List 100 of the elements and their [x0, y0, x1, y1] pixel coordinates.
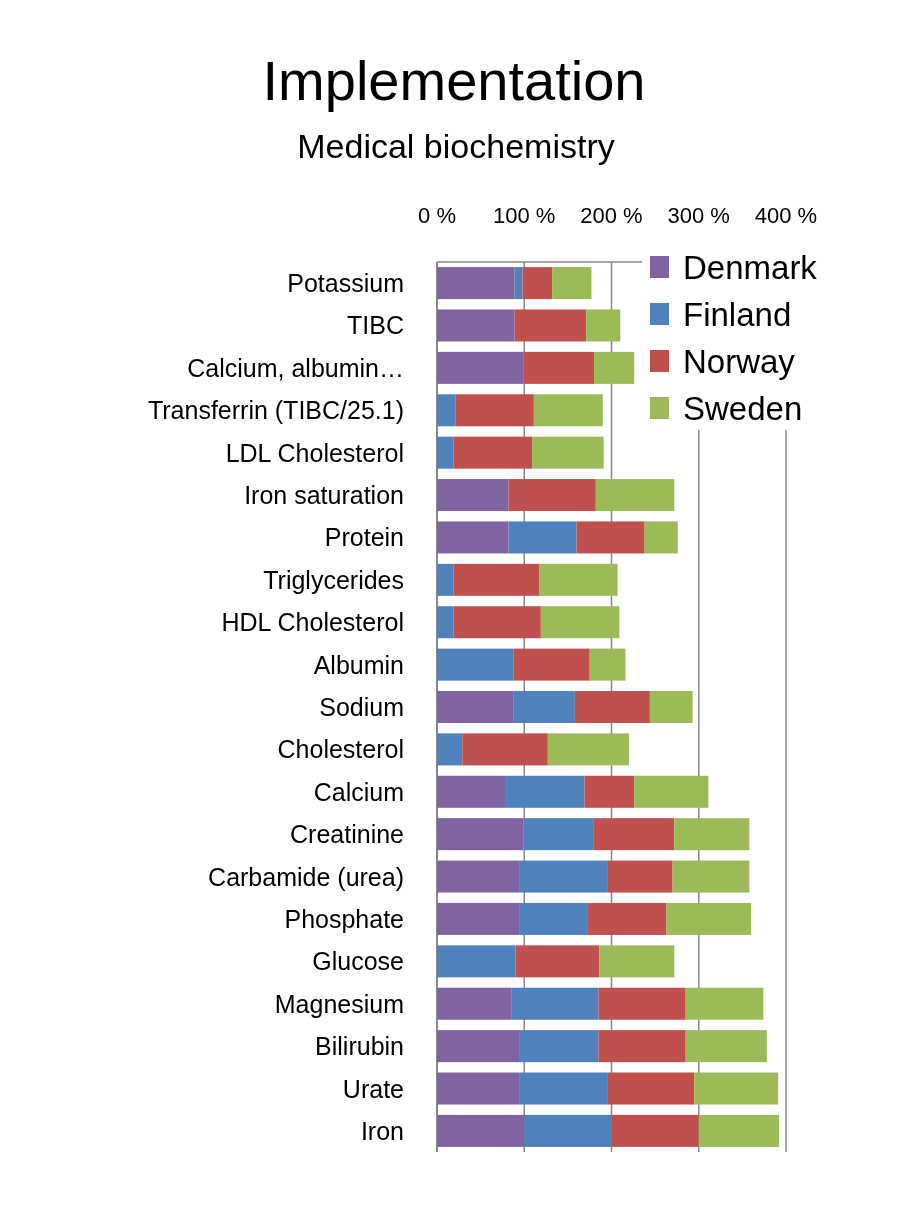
y-tick-label: Creatinine [290, 820, 404, 849]
bar [519, 1030, 599, 1063]
bar [523, 818, 594, 851]
bar [598, 987, 686, 1020]
y-tick-label: Magnesium [274, 989, 404, 1018]
bar [674, 818, 750, 851]
y-tick-label: Cholesterol [277, 735, 404, 764]
bar [666, 902, 752, 935]
bar [587, 902, 667, 935]
y-tick-label: HDL Cholesterol [221, 608, 404, 637]
bar [508, 521, 577, 554]
y-tick-label: Carbamide (urea) [208, 862, 404, 891]
bar [513, 691, 575, 723]
y-tick-label: Transferrin (TIBC/25.1) [147, 396, 404, 425]
bar [532, 436, 604, 469]
bar [453, 563, 540, 596]
bar [453, 606, 541, 639]
bar [584, 775, 635, 808]
bar [611, 1114, 699, 1147]
bar [437, 351, 524, 384]
bar [437, 945, 516, 978]
legend-label: Norway [683, 342, 796, 380]
bar [607, 860, 673, 893]
bar [437, 436, 454, 469]
chart-title: Implementation [262, 49, 646, 112]
x-tick-label: 100 % [493, 203, 556, 228]
bar [634, 775, 709, 808]
bar [437, 606, 454, 639]
bar [685, 1030, 767, 1063]
x-tick-label: 200 % [580, 203, 643, 228]
bar [576, 521, 645, 554]
bar [522, 267, 553, 300]
y-tick-label: Calcium, albumin… [187, 353, 404, 382]
bar [595, 479, 675, 512]
bar [519, 860, 608, 893]
bar [599, 945, 675, 978]
bar [437, 479, 509, 512]
legend-label: Sweden [683, 389, 803, 427]
bar [698, 1114, 780, 1147]
y-tick-label: TIBC [347, 311, 404, 340]
y-tick-label: Calcium [313, 777, 404, 806]
bar [523, 351, 595, 384]
y-tick-label: Sodium [319, 693, 404, 721]
bar [594, 351, 635, 384]
y-tick-label: Albumin [313, 650, 404, 679]
x-tick-label: 300 % [667, 203, 730, 228]
y-tick-label: LDL Cholesterol [225, 438, 404, 467]
y-tick-label: Iron [360, 1116, 404, 1145]
bar [607, 1072, 695, 1105]
bar [437, 267, 515, 300]
y-tick-label: Bilirubin [315, 1032, 404, 1061]
chart-subtitle: Medical biochemistry [297, 127, 615, 165]
bar [437, 309, 515, 342]
bar [589, 648, 626, 681]
bar [437, 1030, 520, 1063]
legend-label: Denmark [683, 248, 818, 286]
bar [672, 860, 750, 893]
bar [437, 987, 512, 1020]
bar [514, 309, 587, 342]
bar [437, 860, 520, 893]
bar [462, 733, 548, 766]
bar [524, 1114, 612, 1147]
y-tick-label: Iron saturation [244, 481, 404, 510]
x-tick-label: 0 % [418, 203, 456, 228]
y-tick-label: Glucose [312, 947, 404, 976]
bar [437, 1072, 520, 1105]
bar [540, 606, 620, 639]
bar [437, 775, 506, 808]
bar [598, 1030, 686, 1063]
bar [644, 521, 678, 554]
bar [437, 691, 514, 723]
bar [515, 945, 600, 978]
bar [437, 733, 463, 766]
y-tick-label: Protein [324, 523, 404, 552]
bar [437, 902, 520, 935]
bar [508, 479, 596, 512]
bar [519, 1072, 608, 1105]
bar [437, 394, 456, 427]
bar [437, 818, 524, 851]
x-tick-label: 400 % [754, 203, 818, 228]
bar [511, 987, 599, 1020]
bar [586, 309, 621, 342]
legend-label: Finland [683, 295, 792, 333]
bar [685, 987, 764, 1020]
bar [694, 1072, 779, 1105]
bar [437, 563, 454, 596]
bar [593, 818, 675, 851]
bar [533, 394, 603, 427]
bar [574, 691, 650, 723]
bar [455, 394, 534, 427]
bar [437, 521, 509, 554]
bar [437, 1114, 525, 1147]
bar [547, 733, 629, 766]
bar [519, 902, 588, 935]
y-tick-label: Phosphate [284, 904, 404, 933]
bar [539, 563, 618, 596]
bar [505, 775, 585, 808]
bar [649, 691, 693, 723]
bar [552, 267, 592, 300]
bar [514, 267, 523, 300]
